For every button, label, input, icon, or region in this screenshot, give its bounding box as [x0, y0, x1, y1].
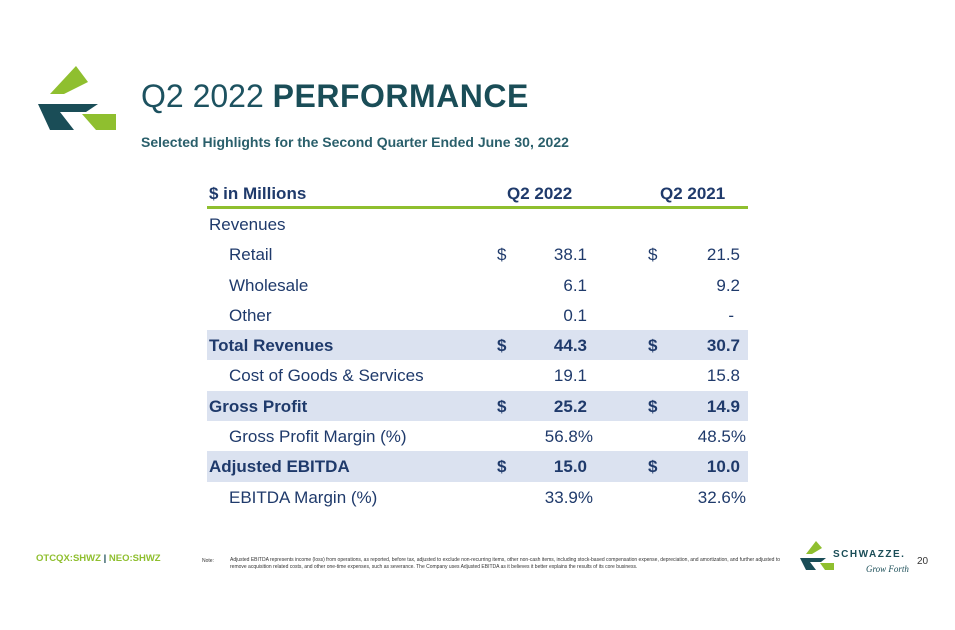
currency: $	[497, 396, 507, 416]
cell: 48.5%	[697, 427, 746, 447]
cell: 44.3	[553, 336, 587, 356]
title: Q2 2022 PERFORMANCE	[141, 78, 529, 115]
currency: $	[648, 457, 658, 477]
cell: 33.9%	[544, 487, 593, 507]
row: Retail $38.1 $21.5	[207, 239, 748, 269]
cell: 38.1	[553, 245, 587, 265]
tickers: OTCQX:SHWZ | NEO:SHWZ	[36, 553, 161, 564]
row: Other 0.1 -	[207, 300, 748, 330]
cell: -	[728, 305, 734, 325]
header-cell: $ in Millions	[209, 184, 307, 203]
footer-logo	[800, 541, 834, 570]
separator: |	[103, 553, 107, 564]
row-label: Gross Profit Margin (%)	[229, 427, 407, 447]
row-label: Cost of Goods & Services	[229, 366, 424, 386]
cell: 32.6%	[697, 487, 746, 507]
row: Adjusted EBITDA $15.0 $10.0	[207, 451, 748, 482]
currency: $	[497, 336, 507, 356]
note-label: Note:	[202, 558, 214, 564]
cell: 15.8	[706, 366, 740, 386]
cell: 10.0	[706, 457, 740, 477]
cell: 15.0	[553, 457, 587, 477]
row-label: Adjusted EBITDA	[209, 457, 350, 477]
cell: 6.1	[563, 275, 587, 295]
currency: $	[497, 245, 507, 265]
ticker: OTCQX:SHWZ	[36, 553, 101, 564]
logo	[38, 66, 116, 130]
currency: $	[648, 245, 658, 265]
row-label: Wholesale	[229, 275, 309, 295]
row-label: Gross Profit	[209, 396, 308, 416]
currency: $	[648, 396, 658, 416]
row: Gross Profit $25.2 $14.9	[207, 390, 748, 422]
cell: 21.5	[706, 245, 740, 265]
page-number: 20	[917, 556, 929, 567]
cell: 56.8%	[544, 427, 593, 447]
row-label: Total Revenues	[209, 336, 334, 356]
cell: 9.2	[716, 275, 740, 295]
row: Wholesale 6.1 9.2	[207, 270, 748, 300]
currency: $	[648, 336, 658, 356]
cell: 14.9	[706, 396, 740, 416]
tagline: Grow Forth	[866, 564, 909, 574]
cell: 30.7	[706, 336, 740, 356]
header-cell: Q2 2022	[507, 184, 573, 203]
header-row: $ in Millions Q2 2022 Q2 2021	[207, 178, 748, 209]
header-cell: Q2 2021	[660, 184, 726, 203]
title-bold: PERFORMANCE	[272, 78, 529, 114]
row-label: Other	[229, 305, 272, 325]
row: Revenues	[207, 209, 748, 239]
row: Cost of Goods & Services 19.1 15.8	[207, 360, 748, 390]
ticker: NEO:SHWZ	[108, 553, 161, 564]
cell: 0.1	[563, 305, 587, 325]
subtitle: Selected Highlights for the Second Quart…	[141, 134, 569, 150]
row-label: EBITDA Margin (%)	[229, 487, 378, 507]
row-label: Revenues	[209, 215, 286, 234]
row-label: Retail	[229, 245, 273, 265]
row: EBITDA Margin (%) 33.9% 32.6%	[207, 482, 748, 512]
row: Gross Profit Margin (%) 56.8% 48.5%	[207, 421, 748, 451]
note: Adjusted EBITDA represents income (loss)…	[230, 557, 781, 570]
title-light: Q2 2022	[141, 78, 264, 114]
cell: 19.1	[553, 366, 587, 386]
currency: $	[497, 457, 507, 477]
brand: SCHWAZZE.	[833, 549, 906, 560]
cell: 25.2	[553, 396, 587, 416]
row: Total Revenues $44.3 $30.7	[207, 330, 748, 361]
table: $ in Millions Q2 2022 Q2 2021 Revenues R…	[207, 178, 748, 512]
